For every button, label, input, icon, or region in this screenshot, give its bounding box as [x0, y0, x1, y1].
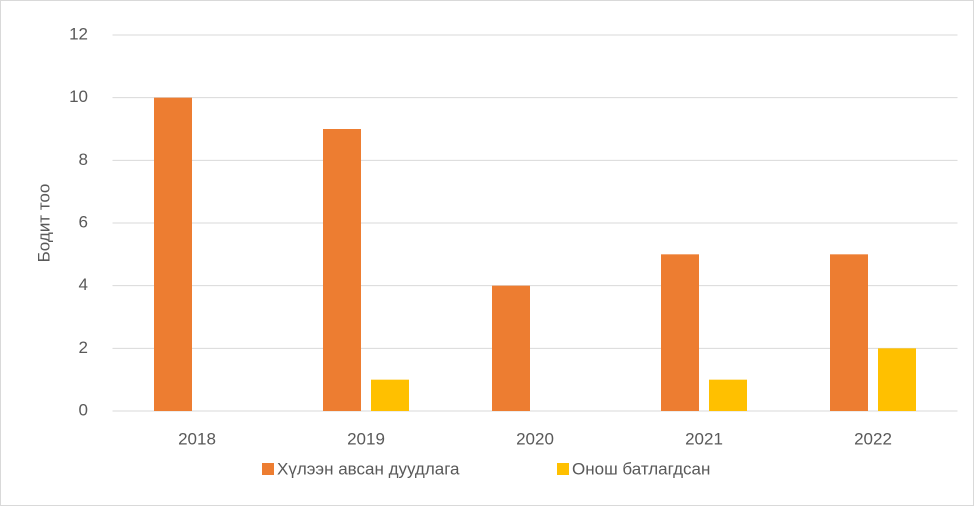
y-tick-label: 10 — [69, 87, 88, 106]
x-tick-label: 2020 — [516, 429, 554, 448]
y-axis-title: Бодит тоо — [34, 184, 53, 263]
legend-label: Онош батлагдсан — [572, 459, 710, 478]
legend-swatch — [262, 463, 274, 475]
y-tick-label: 6 — [79, 212, 88, 231]
y-tick-label: 0 — [79, 400, 88, 419]
legend-label: Хүлээн авсан дуудлага — [277, 459, 460, 478]
bar — [709, 379, 747, 411]
bar — [371, 379, 409, 411]
y-tick-label: 4 — [79, 275, 88, 294]
y-tick-label: 2 — [79, 338, 88, 357]
bar — [661, 254, 699, 411]
x-tick-label: 2018 — [178, 429, 216, 448]
x-tick-label: 2019 — [347, 429, 385, 448]
legend-swatch — [557, 463, 569, 475]
bar — [830, 254, 868, 411]
bar — [878, 348, 916, 411]
bar — [492, 285, 530, 411]
x-tick-label: 2021 — [685, 429, 723, 448]
y-tick-label: 12 — [69, 24, 88, 43]
y-tick-label: 8 — [79, 150, 88, 169]
x-tick-label: 2022 — [854, 429, 892, 448]
bar — [154, 97, 192, 412]
bar — [323, 129, 361, 411]
